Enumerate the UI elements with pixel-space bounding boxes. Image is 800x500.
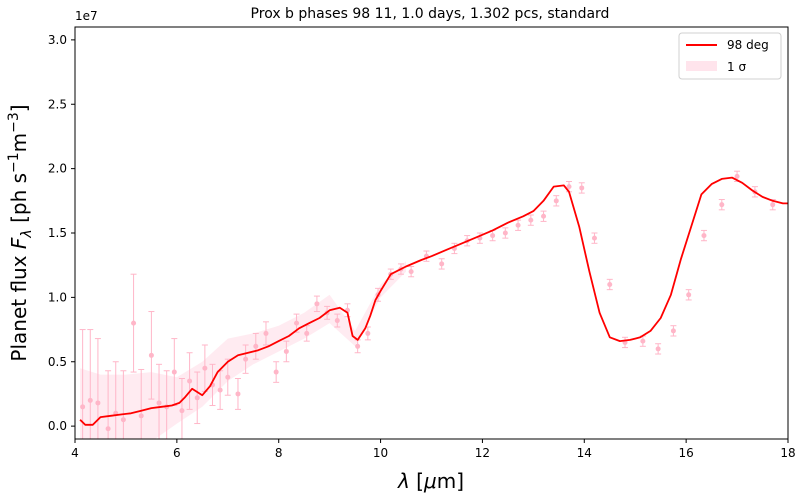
data-point — [591, 235, 597, 241]
data-point — [263, 330, 269, 336]
data-point — [235, 391, 241, 397]
y-tick-label: 0.5 — [48, 355, 67, 369]
y-tick-label: 3.0 — [48, 33, 67, 47]
y-tick-label: 2.0 — [48, 162, 67, 176]
data-point — [120, 417, 126, 423]
data-point — [243, 356, 249, 362]
plot-area — [79, 170, 788, 439]
data-point — [686, 292, 692, 298]
data-point — [553, 198, 559, 204]
x-tick-label: 10 — [373, 446, 388, 460]
data-point — [334, 318, 340, 324]
data-point — [408, 269, 414, 275]
x-tick-label: 12 — [475, 446, 490, 460]
data-point — [490, 233, 496, 239]
y-tick-label: 1.0 — [48, 290, 67, 304]
data-point — [640, 338, 646, 344]
data-point — [566, 184, 572, 190]
data-point — [131, 320, 137, 326]
data-point — [515, 222, 521, 228]
data-point — [314, 301, 320, 307]
x-tick-label: 14 — [577, 446, 592, 460]
data-point — [701, 233, 707, 239]
data-point — [502, 230, 508, 236]
data-point — [734, 173, 740, 179]
data-point — [80, 404, 86, 410]
data-point — [194, 395, 200, 401]
data-point — [187, 378, 193, 384]
y-axis-label: Planet flux Fλ [ph s−1m−3] — [6, 104, 35, 361]
data-point — [179, 408, 185, 414]
data-point — [105, 426, 111, 432]
data-point — [253, 343, 259, 349]
y-tick-label: 2.5 — [48, 97, 67, 111]
y-tick-label: 0.0 — [48, 419, 67, 433]
sigma-band — [80, 261, 406, 439]
x-tick-label: 16 — [679, 446, 694, 460]
x-axis: 4 6 8 10 12 14 16 18 — [71, 439, 796, 460]
legend-band-swatch — [686, 61, 717, 71]
data-point — [156, 400, 162, 406]
data-point — [439, 261, 445, 267]
data-point — [202, 365, 208, 371]
x-tick-label: 18 — [780, 446, 795, 460]
y-offset-label: 1e7 — [75, 9, 98, 23]
data-point — [87, 397, 93, 403]
y-tick-label: 1.5 — [48, 226, 67, 240]
series-line-98-deg — [79, 176, 788, 426]
y-axis: 0.0 0.5 1.0 1.5 2.0 2.5 3.0 — [48, 33, 75, 433]
chart-title: Prox b phases 98 11, 1.0 days, 1.302 pcs… — [251, 6, 610, 22]
data-point — [528, 217, 534, 223]
data-point — [655, 346, 661, 352]
data-point — [719, 202, 725, 208]
data-point — [138, 413, 144, 419]
x-tick-label: 6 — [173, 446, 181, 460]
data-point — [217, 387, 223, 393]
data-point — [273, 369, 279, 375]
data-point — [171, 369, 177, 375]
legend-label-98-deg: 98 deg — [727, 38, 769, 52]
data-point — [355, 343, 361, 349]
data-point — [670, 328, 676, 334]
data-point — [365, 330, 371, 336]
data-point — [770, 202, 776, 208]
data-point — [95, 400, 101, 406]
data-point — [304, 330, 310, 336]
data-point — [579, 185, 585, 191]
data-point — [148, 352, 154, 358]
data-point — [607, 282, 613, 287]
legend-label-1-sigma: 1 σ — [727, 60, 746, 74]
data-point — [294, 320, 300, 326]
legend: 98 deg 1 σ — [678, 32, 782, 80]
x-tick-label: 4 — [71, 446, 79, 460]
data-point — [541, 213, 547, 219]
x-tick-label: 8 — [275, 446, 283, 460]
x-axis-label: λ [μm] — [397, 469, 464, 493]
data-point — [283, 348, 289, 354]
data-point — [225, 374, 231, 380]
